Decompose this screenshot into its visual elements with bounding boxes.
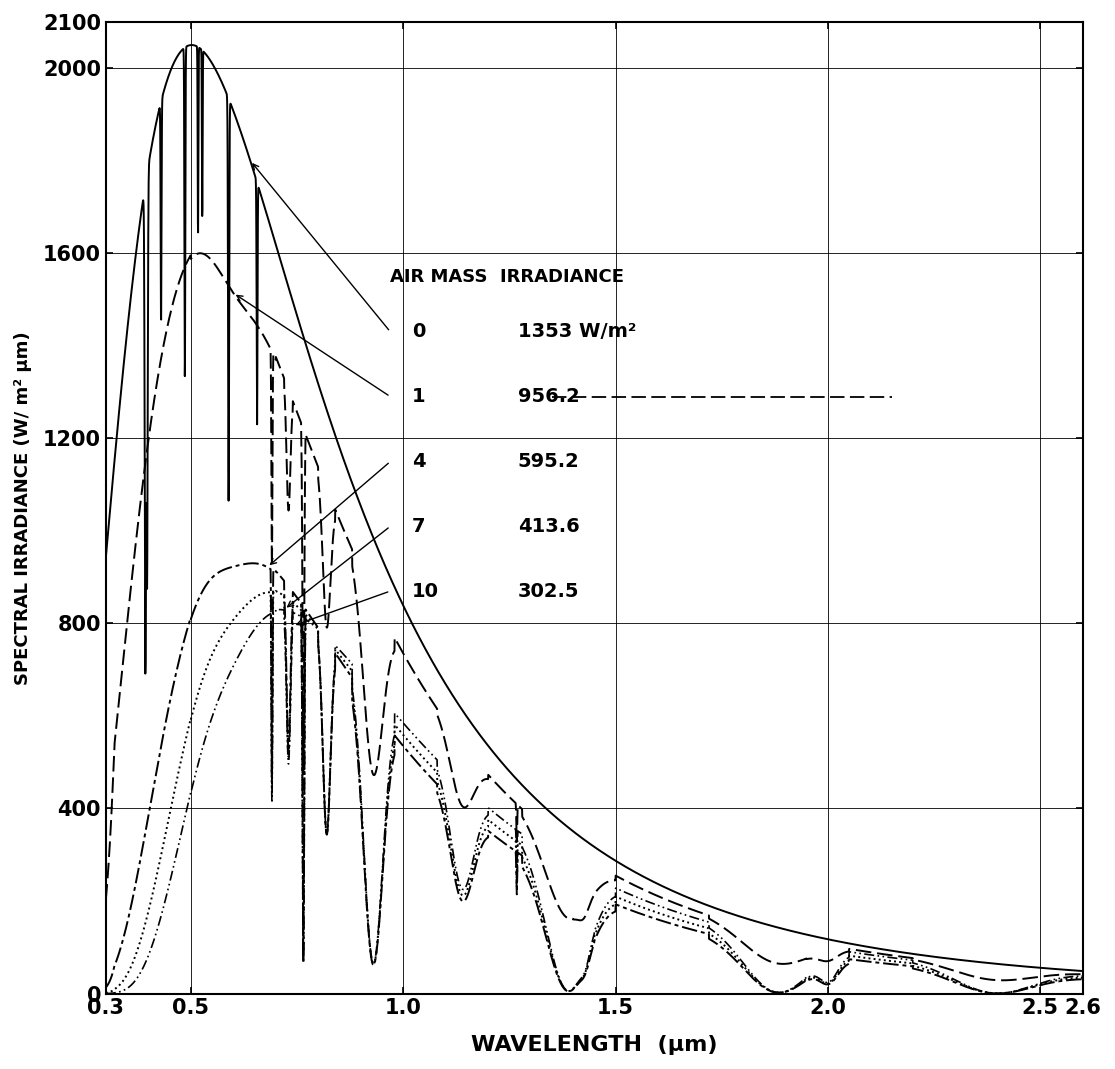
Text: 413.6: 413.6 xyxy=(517,516,580,536)
Text: 10: 10 xyxy=(411,582,438,601)
Text: 1: 1 xyxy=(411,387,425,406)
Text: 956.2: 956.2 xyxy=(517,387,580,406)
Text: 302.5: 302.5 xyxy=(517,582,580,601)
Y-axis label: SPECTRAL IRRADIANCE (W/ m² μm): SPECTRAL IRRADIANCE (W/ m² μm) xyxy=(13,331,32,684)
X-axis label: WAVELENGTH  (μm): WAVELENGTH (μm) xyxy=(471,1035,718,1055)
Text: AIR MASS  IRRADIANCE: AIR MASS IRRADIANCE xyxy=(390,267,624,285)
Text: 4: 4 xyxy=(411,452,425,471)
Text: 7: 7 xyxy=(411,516,425,536)
Text: 0: 0 xyxy=(411,323,425,341)
Text: 1353 W/m²: 1353 W/m² xyxy=(517,323,637,341)
Text: 595.2: 595.2 xyxy=(517,452,580,471)
